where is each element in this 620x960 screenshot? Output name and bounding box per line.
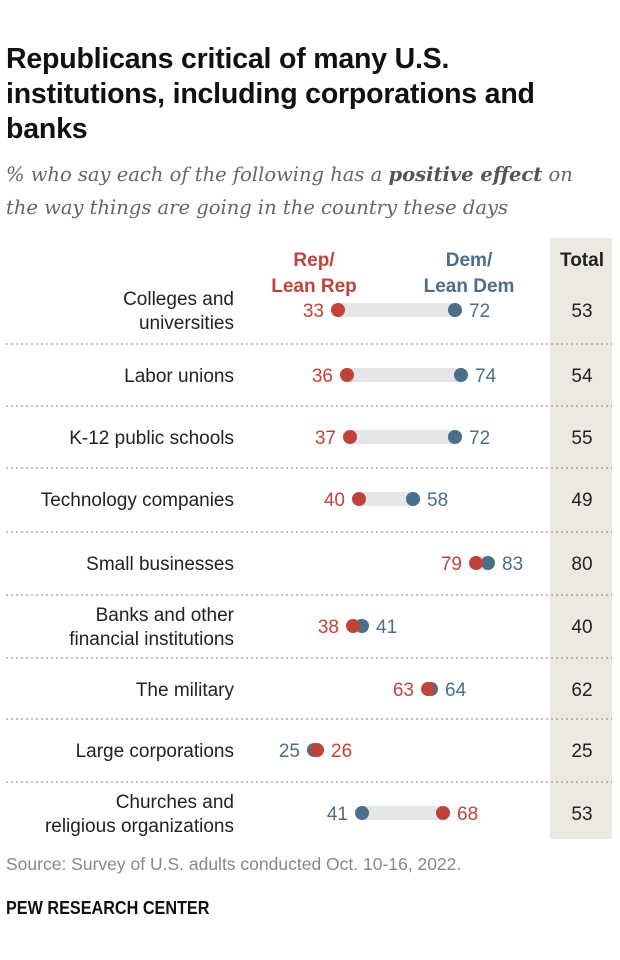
rep-value-label: 26	[331, 741, 352, 762]
rep-dot	[346, 619, 360, 633]
total-value: 55	[571, 428, 592, 449]
rep-dot	[436, 806, 450, 820]
rep-value-label: 40	[324, 490, 345, 511]
subtitle-text: % who say each of the following has a	[6, 163, 389, 186]
category-label: universities	[139, 313, 234, 334]
rep-dot	[343, 430, 357, 444]
dem-dot	[454, 368, 468, 382]
category-label: financial institutions	[69, 629, 234, 650]
source-note: Source: Survey of U.S. adults conducted …	[6, 854, 462, 874]
rep-value-label: 33	[303, 301, 324, 322]
category-label: The military	[136, 680, 235, 701]
dem-value-label: 41	[327, 804, 348, 825]
category-label: religious organizations	[45, 816, 234, 837]
range-bar	[362, 806, 443, 820]
dem-value-label: 41	[376, 617, 397, 638]
category-label: Labor unions	[124, 366, 234, 387]
total-value: 62	[571, 680, 592, 701]
category-label: Banks and other	[96, 605, 235, 626]
total-value: 49	[571, 490, 592, 511]
rep-dot	[310, 743, 324, 757]
dem-value-label: 72	[469, 301, 490, 322]
dem-value-label: 25	[279, 741, 300, 762]
category-label: Churches and	[116, 792, 234, 813]
total-column-background	[550, 238, 612, 839]
rep-value-label: 79	[441, 554, 462, 575]
rep-dot	[421, 682, 435, 696]
dem-dot	[355, 806, 369, 820]
rep-value-label: 63	[393, 680, 414, 701]
category-label: Technology companies	[41, 490, 234, 511]
header-rep: Rep/	[293, 250, 335, 271]
header-dem: Dem/	[446, 250, 493, 271]
chart-title: Republicans critical of many U.S. instit…	[6, 43, 535, 145]
category-label: Colleges and	[123, 289, 234, 310]
total-value: 53	[571, 301, 592, 322]
rep-dot	[469, 556, 483, 570]
rep-value-label: 68	[457, 804, 478, 825]
category-label: Small businesses	[86, 554, 234, 575]
header-dem: Lean Dem	[424, 276, 515, 297]
rep-value-label: 36	[312, 366, 333, 387]
dem-dot	[448, 430, 462, 444]
range-bar	[359, 492, 413, 506]
subtitle-text-end: on the way things are going in the count…	[6, 163, 573, 219]
rep-value-label: 37	[315, 428, 336, 449]
category-label: K-12 public schools	[69, 428, 234, 449]
rep-dot	[331, 303, 345, 317]
dem-value-label: 83	[502, 554, 523, 575]
total-value: 80	[571, 554, 592, 575]
total-value: 54	[571, 366, 593, 387]
brand-logo-text: PEW RESEARCH CENTER	[6, 898, 210, 918]
dem-value-label: 64	[445, 680, 467, 701]
rep-dot	[352, 492, 366, 506]
dem-dot	[448, 303, 462, 317]
chart-subtitle: % who say each of the following has a po…	[6, 158, 606, 224]
total-value: 53	[571, 804, 592, 825]
range-bar	[338, 303, 455, 317]
header-rep: Lean Rep	[271, 276, 357, 297]
rep-dot	[340, 368, 354, 382]
category-label: Large corporations	[76, 741, 234, 762]
dem-dot	[481, 556, 495, 570]
range-bar	[347, 368, 461, 382]
range-bar	[350, 430, 455, 444]
subtitle-emphasis: positive effect	[388, 163, 543, 186]
dem-dot	[406, 492, 420, 506]
dem-value-label: 72	[469, 428, 490, 449]
dem-value-label: 74	[475, 366, 497, 387]
total-value: 40	[571, 617, 592, 638]
rep-value-label: 38	[318, 617, 339, 638]
header-total: Total	[560, 250, 604, 271]
dem-value-label: 58	[427, 490, 448, 511]
total-value: 25	[571, 741, 592, 762]
